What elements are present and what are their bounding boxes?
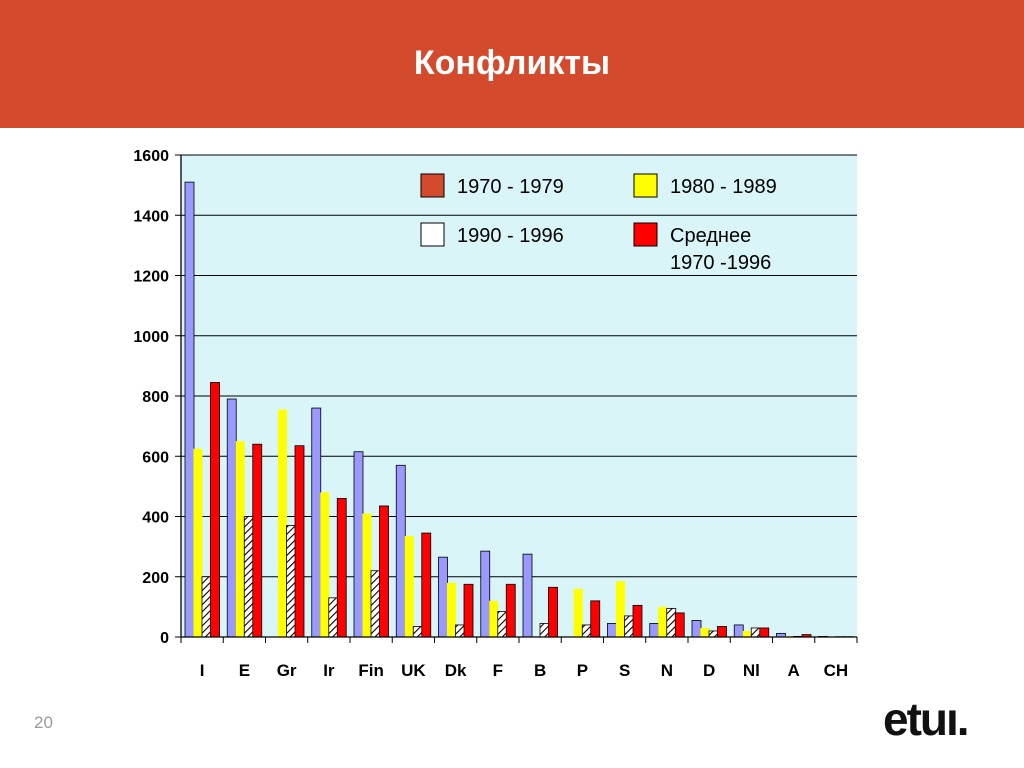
bar-nl-series-1 (733, 624, 744, 638)
bar-i-series-1 (184, 181, 195, 638)
bar-d-series-2 (700, 627, 710, 637)
bar-s-series-1 (607, 623, 617, 638)
legend-swatch-3 (420, 222, 445, 247)
bar-f-series-4 (505, 583, 516, 638)
slide-title: Конфликты (413, 44, 611, 82)
header-bar (0, 0, 1024, 128)
bar-f-series-3 (497, 610, 508, 638)
bar-d-series-4 (717, 626, 727, 638)
bar-f-series-1 (480, 550, 491, 638)
x-tick-label: N (661, 661, 673, 680)
bar-gr-series-4 (294, 445, 305, 638)
bar-d-series-1 (691, 620, 702, 638)
bar-e-series-4 (252, 443, 263, 638)
bar-dk-series-3 (455, 624, 465, 638)
y-tick-label: 0 (160, 630, 169, 647)
bar-i-series-4 (210, 382, 220, 638)
x-tick-label: P (577, 661, 588, 680)
y-tick-label: 1000 (133, 329, 169, 346)
bar-fin-series-3 (370, 570, 381, 638)
bar-dk-series-4 (463, 583, 474, 638)
x-tick-label: Dk (445, 661, 467, 680)
bar-uk-series-1 (395, 464, 406, 638)
x-tick-label: Gr (277, 661, 297, 680)
bar-i-series-2 (193, 448, 203, 637)
x-tick-label: B (534, 661, 546, 680)
bar-n-series-4 (674, 612, 685, 638)
bar-nl-series-3 (750, 627, 761, 638)
bar-e-series-1 (226, 398, 237, 638)
x-tick-label: F (493, 661, 503, 680)
y-tick-label: 1400 (133, 208, 169, 225)
bar-p-series-3 (581, 624, 592, 638)
x-tick-label: Fin (358, 661, 384, 680)
legend-swatch-2 (633, 173, 658, 198)
bar-ir-series-4 (336, 498, 347, 638)
legend-swatch-1 (420, 173, 445, 198)
bar-s-series-4 (632, 604, 643, 638)
x-tick-label: UK (401, 661, 426, 680)
bar-b-series-1 (522, 553, 533, 638)
x-tick-label: I (200, 661, 205, 680)
y-tick-label: 1600 (133, 148, 169, 165)
y-tick-label: 800 (142, 389, 169, 406)
bar-gr-series-2 (278, 409, 287, 637)
slide-number: 20 (34, 713, 53, 732)
bar-dk-series-1 (438, 556, 448, 638)
y-tick-label: 200 (142, 570, 169, 587)
bar-s-series-3 (624, 615, 634, 638)
bar-s-series-2 (616, 581, 625, 637)
bar-dk-series-2 (447, 582, 456, 637)
bar-e-series-2 (235, 441, 245, 637)
legend-label: Среднее (670, 225, 751, 247)
x-tick-label: E (239, 661, 250, 680)
bar-ir-series-2 (320, 492, 330, 637)
bar-n-series-2 (658, 606, 668, 637)
bar-gr-series-3 (286, 525, 296, 638)
legend-label: 1980 - 1989 (670, 176, 777, 198)
bar-p-series-4 (590, 600, 601, 638)
legend-label: 1970 -1996 (670, 252, 771, 274)
bar-n-series-1 (649, 623, 660, 638)
legend-label: 1970 - 1979 (457, 176, 564, 198)
etui-logo: etuı. (883, 693, 970, 745)
y-tick-label: 600 (142, 449, 169, 466)
bar-uk-series-4 (421, 532, 432, 638)
bar-fin-series-2 (362, 513, 372, 637)
bar-nl-series-2 (742, 630, 752, 637)
bar-ir-series-1 (311, 407, 322, 638)
x-tick-label: A (787, 661, 799, 680)
bar-fin-series-4 (379, 505, 389, 638)
x-tick-label: S (619, 661, 630, 680)
bar-b-series-4 (548, 586, 558, 638)
legend-label: 1990 - 1996 (457, 225, 564, 247)
bar-d-series-3 (708, 630, 719, 638)
bar-uk-series-2 (404, 536, 414, 637)
bar-fin-series-1 (353, 451, 364, 638)
bar-ir-series-3 (328, 597, 339, 638)
bar-n-series-3 (666, 607, 677, 638)
bar-uk-series-3 (412, 626, 423, 638)
x-tick-label: Ir (323, 661, 335, 680)
x-tick-label: Nl (743, 661, 760, 680)
bar-p-series-2 (573, 588, 583, 637)
bar-f-series-2 (489, 600, 499, 637)
bar-e-series-3 (243, 516, 254, 638)
y-tick-label: 400 (142, 510, 169, 527)
y-tick-label: 1200 (133, 269, 169, 286)
bar-i-series-3 (201, 576, 212, 638)
x-tick-label: CH (824, 661, 849, 680)
bar-b-series-3 (539, 623, 550, 638)
bar-nl-series-4 (759, 627, 770, 638)
legend-swatch-4 (633, 222, 658, 247)
x-tick-label: D (703, 661, 715, 680)
